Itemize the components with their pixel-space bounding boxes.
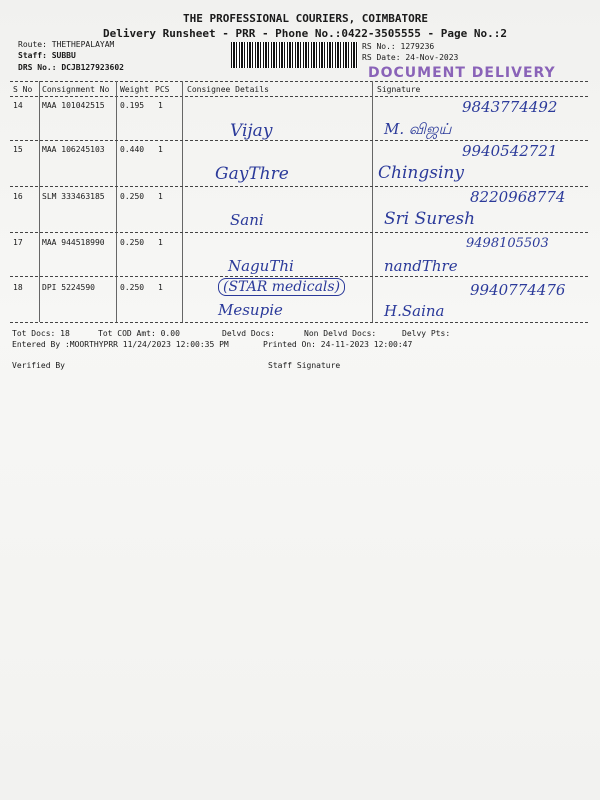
consignment-no: MAA 944518990 <box>42 238 105 247</box>
total-docs: Tot Docs: 18 <box>12 329 70 338</box>
consignment-no: MAA 101042515 <box>42 101 105 110</box>
non-delivered-docs: Non Delvd Docs: <box>304 329 377 338</box>
weight: 0.250 <box>120 283 145 292</box>
rs-date: RS Date: 24-Nov-2023 <box>362 53 459 62</box>
drs-number: DRS No.: DCJB127923602 <box>18 63 124 72</box>
col-sno: S No <box>13 85 33 94</box>
col-signature: Signature <box>377 85 421 94</box>
col-consignee: Consignee Details <box>187 85 269 94</box>
handwritten-phone: 9498105503 <box>466 236 549 251</box>
sno: 15 <box>13 145 23 154</box>
entered-by: Entered By :MOORTHYPRR 11/24/2023 12:00:… <box>12 340 229 349</box>
handwritten-name: Mesupie <box>218 301 283 319</box>
staff: Staff: SUBBU <box>18 51 76 60</box>
handwritten-phone: 9940542721 <box>462 142 558 160</box>
sno: 18 <box>13 283 23 292</box>
handwritten-signature: M. விஜய் <box>384 120 452 138</box>
handwritten-phone: 9843774492 <box>462 98 558 116</box>
pcs: 1 <box>158 192 163 201</box>
handwritten-phone: 8220968774 <box>470 188 566 206</box>
col-weight: Weight <box>120 85 149 94</box>
handwritten-signature: Sri Suresh <box>384 209 476 229</box>
runsheet-title: Delivery Runsheet - PRR - Phone No.:0422… <box>103 27 507 40</box>
sno: 16 <box>13 192 23 201</box>
total-cod: Tot COD Amt: 0.00 <box>98 329 180 338</box>
weight: 0.250 <box>120 192 145 201</box>
handwritten-name: NaguThi <box>228 257 294 275</box>
barcode <box>231 42 358 68</box>
handwritten-name: Sani <box>230 211 264 229</box>
route: Route: THETHEPALAYAM <box>18 40 115 49</box>
pcs: 1 <box>158 283 163 292</box>
pcs: 1 <box>158 101 163 110</box>
handwritten-name: Vijay <box>230 121 273 141</box>
consignment-no: SLM 333463185 <box>42 192 105 201</box>
col-consignment: Consignment No <box>42 85 110 94</box>
consignment-no: DPI 5224590 <box>42 283 95 292</box>
col-pcs: PCS <box>155 85 170 94</box>
staff-signature: Staff Signature <box>268 361 341 370</box>
handwritten-name: GayThre <box>215 164 289 184</box>
company-name: THE PROFESSIONAL COURIERS, COIMBATORE <box>183 12 429 25</box>
sno: 17 <box>13 238 23 247</box>
sno: 14 <box>13 101 23 110</box>
pcs: 1 <box>158 145 163 154</box>
rs-number: RS No.: 1279236 <box>362 42 435 51</box>
handwritten-signature: nandThre <box>384 257 458 275</box>
handwritten-phone: 9940774476 <box>470 281 566 299</box>
pcs: 1 <box>158 238 163 247</box>
weight: 0.440 <box>120 145 145 154</box>
handwritten-signature: Chingsiny <box>378 163 464 183</box>
delivery-points: Delvy Pts: <box>402 329 451 338</box>
document-delivery-stamp: DOCUMENT DELIVERY <box>368 65 556 81</box>
delivered-docs: Delvd Docs: <box>222 329 275 338</box>
printed-on: Printed On: 24-11-2023 12:00:47 <box>263 340 413 349</box>
verified-by: Verified By <box>12 361 65 370</box>
handwritten-note: (STAR medicals) <box>218 278 346 296</box>
weight: 0.250 <box>120 238 145 247</box>
consignment-no: MAA 106245103 <box>42 145 105 154</box>
handwritten-signature: H.Saina <box>384 302 445 320</box>
weight: 0.195 <box>120 101 145 110</box>
